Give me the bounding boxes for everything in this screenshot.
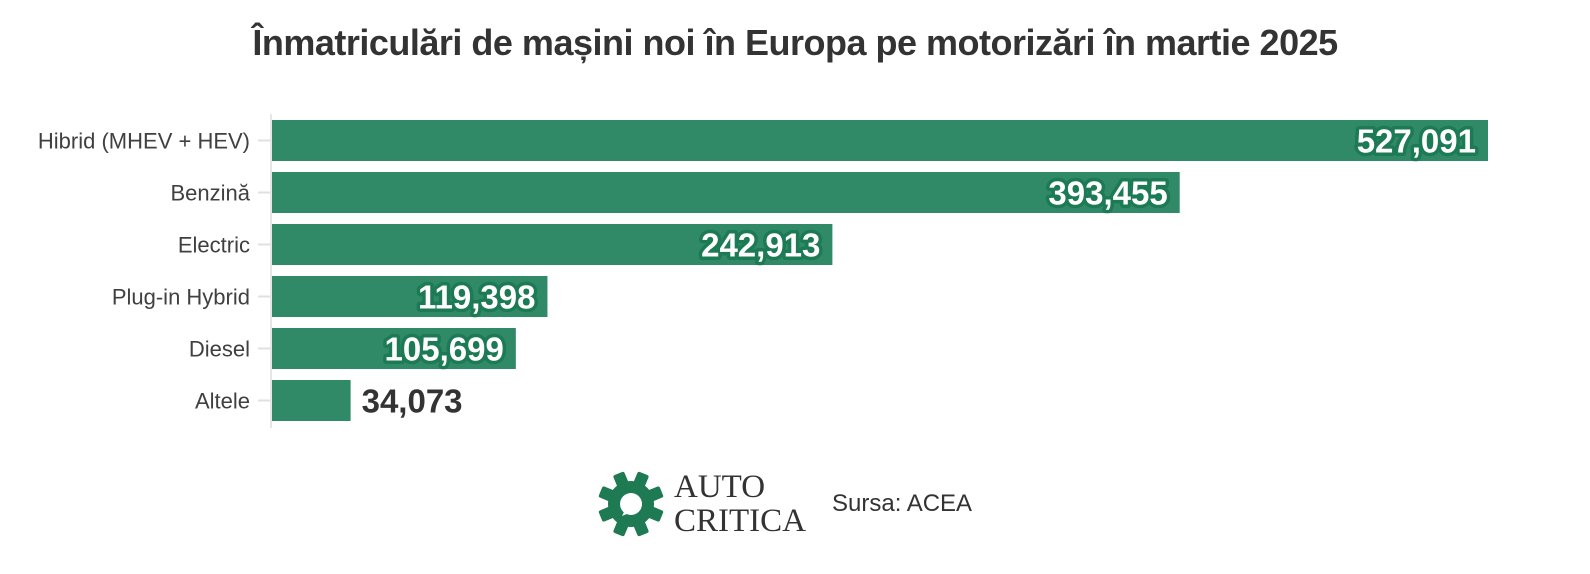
- logo-line-2: CRITICA: [674, 503, 806, 539]
- logo-line-1: AUTO: [674, 469, 766, 505]
- bar: [272, 172, 1180, 213]
- bar: [272, 380, 351, 421]
- bar-chart: Hibrid (MHEV + HEV) Benzină Electric Plug-i…: [38, 114, 1488, 428]
- category-label: Electric: [178, 233, 250, 258]
- value-label: 527,091: [1357, 123, 1476, 160]
- chart-title: Înmatriculări de mașini noi în Europa pe…: [252, 22, 1338, 63]
- footer: AUTO CRITICA Sursa: ACEA: [596, 468, 972, 540]
- value-label: 242,913: [701, 227, 820, 264]
- value-label: 105,699: [385, 331, 504, 368]
- bar: [272, 120, 1488, 161]
- category-label: Benzină: [170, 181, 250, 206]
- category-label: Hibrid (MHEV + HEV): [38, 129, 250, 154]
- category-label: Plug-in Hybrid: [112, 285, 250, 310]
- category-label: Altele: [195, 389, 250, 414]
- bar: [272, 276, 548, 317]
- gear-icon: [598, 471, 664, 537]
- y-axis-ticks: [258, 139, 270, 402]
- value-labels: 527,091 393,455 242,913 119,398 105,699 34,07…: [362, 119, 1480, 420]
- bars: [272, 120, 1488, 421]
- bar: [272, 224, 833, 265]
- category-label: Diesel: [189, 337, 250, 362]
- source-note: Sursa: ACEA: [832, 490, 973, 517]
- bar: [272, 328, 516, 369]
- logo-wordmark: AUTO CRITICA: [674, 470, 806, 538]
- value-label: 34,073: [362, 383, 463, 420]
- value-label: 119,398: [418, 279, 535, 316]
- value-label: 393,455: [1048, 175, 1167, 212]
- category-labels: Hibrid (MHEV + HEV) Benzină Electric Plug-i…: [38, 129, 251, 414]
